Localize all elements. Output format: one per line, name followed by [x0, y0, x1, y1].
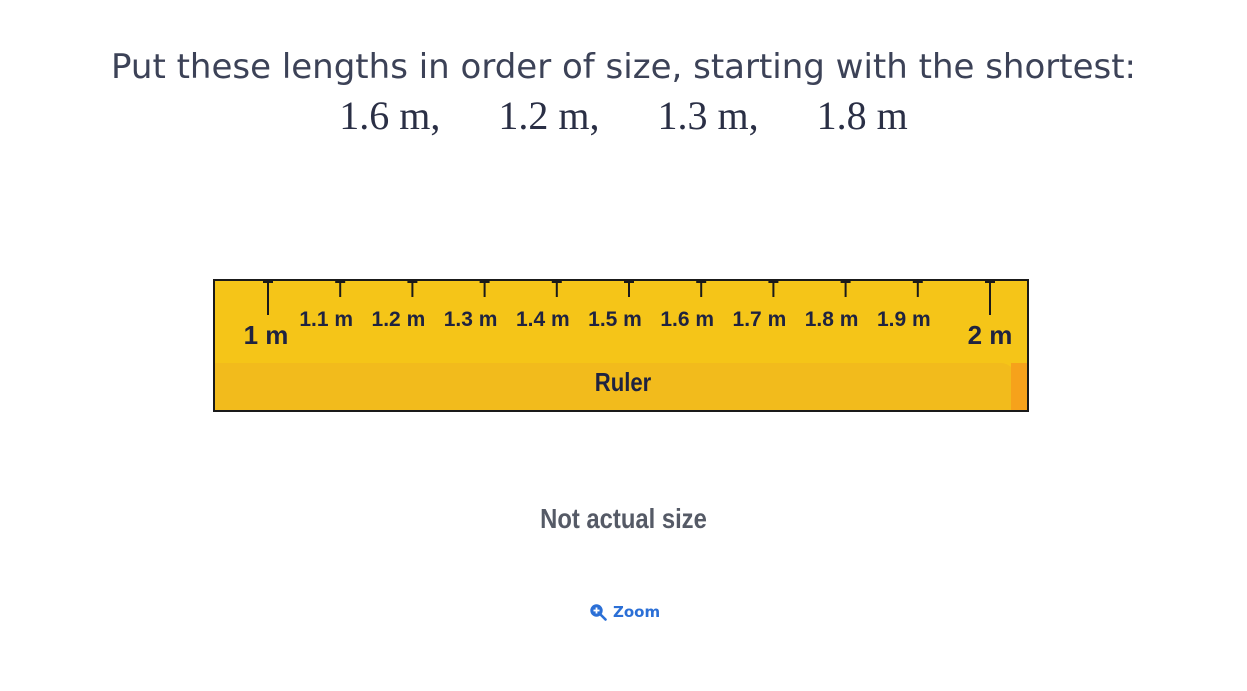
ruler-tick-label: 1.4 m: [516, 308, 570, 331]
length-item: 1.3 m,: [657, 93, 759, 138]
zoom-in-icon: [590, 604, 607, 621]
length-item: 1.8 m: [816, 93, 908, 138]
ruler-label: Ruler: [594, 367, 652, 397]
question-prompt: Put these lengths in order of size, star…: [110, 47, 1137, 87]
not-actual-size-note: Not actual size: [540, 503, 707, 534]
ruler-endcap: [1011, 363, 1027, 410]
length-item: 1.2 m,: [498, 93, 600, 138]
ruler-tick-label: 1.8 m: [805, 308, 859, 331]
ruler-tick-label: 1.9 m: [877, 308, 931, 331]
length-item: 1.6 m,: [339, 93, 441, 138]
lengths-list: 1.6 m, 1.2 m, 1.3 m, 1.8 m: [0, 92, 1247, 139]
ruler-tick-label: 1.1 m: [299, 308, 353, 331]
ruler-scale: 1 m 1.1 m 1.2 m 1.3 m 1.4 m 1.5 m 1.6 m 1.7 m 1.…: [244, 281, 1013, 350]
ruler-tick-label: 1.5 m: [588, 308, 642, 331]
ruler: 1 m 1.1 m 1.2 m 1.3 m 1.4 m 1.5 m 1.6 m 1.7 m 1.…: [213, 279, 1029, 412]
ruler-tick-label: 1.3 m: [444, 308, 498, 331]
zoom-label: Zoom: [613, 603, 661, 621]
ruler-end-label: 2 m: [968, 320, 1013, 350]
ruler-tick-label: 1.2 m: [372, 308, 426, 331]
ruler-tick-label: 1.6 m: [660, 308, 714, 331]
ruler-start-label: 1 m: [244, 320, 289, 350]
ruler-band: [215, 363, 1015, 410]
zoom-button[interactable]: Zoom: [589, 603, 660, 621]
ruler-tick-label: 1.7 m: [733, 308, 787, 331]
